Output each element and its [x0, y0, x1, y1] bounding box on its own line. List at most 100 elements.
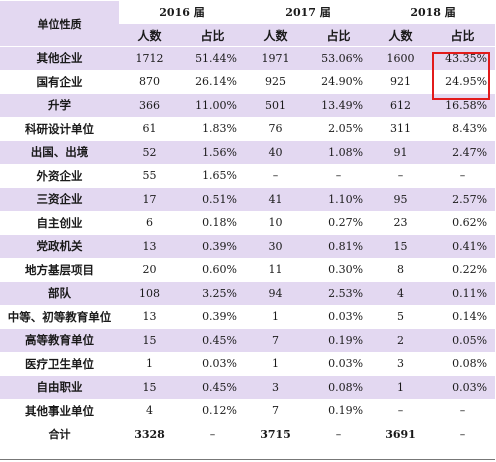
- year-2016-header: 2016 届: [119, 0, 246, 24]
- table-row: 医疗卫生单位 1 0.03% 1 0.03% 3 0.08%: [0, 351, 496, 376]
- cell-share-2018: 0.05%: [430, 328, 496, 352]
- cell-count-2017: –: [245, 163, 307, 188]
- cell-count-2016: 4: [119, 398, 180, 423]
- unit-type-header: 单位性质: [0, 0, 119, 47]
- cell-count-2016: 870: [119, 69, 180, 94]
- unit-type-name: 国有企业: [0, 69, 119, 94]
- cell-share-2017: 2.53%: [306, 281, 372, 305]
- table-row: 科研设计单位 61 1.83% 76 2.05% 311 8.43%: [0, 116, 496, 141]
- cell-share-2017: 0.19%: [306, 398, 372, 423]
- cell-count-2018: 8: [371, 257, 431, 282]
- table-row: 其他事业单位 4 0.12% 7 0.19% – –: [0, 398, 496, 423]
- total-share-2016: –: [180, 422, 246, 445]
- cell-count-2016: 1: [119, 351, 180, 376]
- share-header-2016: 占比: [180, 23, 246, 47]
- cell-count-2017: 925: [245, 69, 307, 94]
- cell-share-2017: 0.19%: [306, 328, 372, 352]
- year-2018-header: 2018 届: [371, 0, 496, 24]
- cell-share-2016: 51.44%: [180, 46, 246, 70]
- cell-count-2018: 5: [371, 304, 431, 329]
- cell-count-2018: 95: [371, 187, 431, 211]
- count-header-2018: 人数: [371, 23, 431, 47]
- unit-type-name: 出国、出境: [0, 140, 119, 164]
- cell-count-2018: 91: [371, 140, 431, 164]
- cell-share-2018: 8.43%: [430, 116, 496, 141]
- unit-type-name: 党政机关: [0, 234, 119, 258]
- cell-share-2016: 0.39%: [180, 304, 246, 329]
- cell-count-2017: 3: [245, 375, 307, 399]
- table-row: 升学 366 11.00% 501 13.49% 612 16.58%: [0, 93, 496, 117]
- cell-count-2016: 6: [119, 210, 180, 235]
- cell-share-2016: 11.00%: [180, 93, 246, 117]
- year-header-row: 单位性质 2016 届 2017 届 2018 届: [0, 0, 496, 47]
- cell-count-2018: 23: [371, 210, 431, 235]
- cell-share-2018: 0.62%: [430, 210, 496, 235]
- cell-share-2017: 0.30%: [306, 257, 372, 282]
- cell-count-2017: 1971: [245, 46, 307, 70]
- cell-share-2017: 0.03%: [306, 304, 372, 329]
- total-row: 合计 3328 – 3715 – 3691 –: [0, 422, 496, 445]
- cell-count-2018: 4: [371, 281, 431, 305]
- cell-count-2017: 76: [245, 116, 307, 141]
- unit-type-name: 自主创业: [0, 210, 119, 235]
- cell-count-2017: 7: [245, 328, 307, 352]
- cell-count-2018: –: [371, 163, 431, 188]
- cell-share-2018: 2.47%: [430, 140, 496, 164]
- count-header-2016: 人数: [119, 23, 180, 47]
- unit-type-name: 升学: [0, 93, 119, 117]
- total-count-2017: 3715: [245, 422, 307, 445]
- cell-count-2017: 94: [245, 281, 307, 305]
- cell-share-2017: 0.81%: [306, 234, 372, 258]
- cell-share-2017: 0.08%: [306, 375, 372, 399]
- cell-share-2018: 16.58%: [430, 93, 496, 117]
- total-share-2017: –: [306, 422, 372, 445]
- share-header-2017: 占比: [306, 23, 372, 47]
- cell-count-2018: 1600: [371, 46, 431, 70]
- cell-share-2016: 1.83%: [180, 116, 246, 141]
- table-row: 地方基层项目 20 0.60% 11 0.30% 8 0.22%: [0, 257, 496, 282]
- cell-share-2016: 0.39%: [180, 234, 246, 258]
- cell-share-2016: 26.14%: [180, 69, 246, 94]
- sub-header-row: 人数 占比 人数 占比 人数 占比: [0, 23, 496, 47]
- cell-share-2018: –: [430, 398, 496, 423]
- cell-count-2017: 41: [245, 187, 307, 211]
- cell-count-2018: 3: [371, 351, 431, 376]
- cell-share-2017: –: [306, 163, 372, 188]
- unit-type-name: 中等、初等教育单位: [0, 304, 119, 329]
- cell-count-2017: 501: [245, 93, 307, 117]
- cell-share-2016: 0.60%: [180, 257, 246, 282]
- cell-share-2017: 1.10%: [306, 187, 372, 211]
- cell-share-2017: 2.05%: [306, 116, 372, 141]
- employment-by-unit-type-table: 单位性质 2016 届 2017 届 2018 届 人数 占比 人数 占比 人数…: [0, 0, 496, 445]
- cell-count-2017: 1: [245, 304, 307, 329]
- table-row: 外资企业 55 1.65% – – – –: [0, 163, 496, 188]
- cell-share-2018: 0.22%: [430, 257, 496, 282]
- cell-share-2018: 2.57%: [430, 187, 496, 211]
- unit-type-name: 地方基层项目: [0, 257, 119, 282]
- cell-count-2016: 13: [119, 304, 180, 329]
- cell-share-2016: 0.03%: [180, 351, 246, 376]
- table-row: 部队 108 3.25% 94 2.53% 4 0.11%: [0, 281, 496, 305]
- cell-count-2017: 40: [245, 140, 307, 164]
- table-row: 中等、初等教育单位 13 0.39% 1 0.03% 5 0.14%: [0, 304, 496, 329]
- cell-share-2018: 0.41%: [430, 234, 496, 258]
- count-header-2017: 人数: [245, 23, 307, 47]
- cell-share-2018: 43.35%: [430, 46, 496, 70]
- cell-count-2017: 30: [245, 234, 307, 258]
- table-row: 自主创业 6 0.18% 10 0.27% 23 0.62%: [0, 210, 496, 235]
- cell-share-2017: 53.06%: [306, 46, 372, 70]
- table-body: 其他企业 1712 51.44% 1971 53.06% 1600 43.35% 国有企业 87…: [0, 46, 496, 423]
- cell-share-2016: 0.51%: [180, 187, 246, 211]
- unit-type-name: 外资企业: [0, 163, 119, 188]
- cell-count-2016: 61: [119, 116, 180, 141]
- unit-type-name: 部队: [0, 281, 119, 305]
- cell-count-2016: 13: [119, 234, 180, 258]
- cell-count-2017: 1: [245, 351, 307, 376]
- table-row: 自由职业 15 0.45% 3 0.08% 1 0.03%: [0, 375, 496, 399]
- unit-type-name: 三资企业: [0, 187, 119, 211]
- cell-count-2018: 1: [371, 375, 431, 399]
- cell-share-2018: 0.14%: [430, 304, 496, 329]
- cell-count-2016: 15: [119, 375, 180, 399]
- table-row: 出国、出境 52 1.56% 40 1.08% 91 2.47%: [0, 140, 496, 164]
